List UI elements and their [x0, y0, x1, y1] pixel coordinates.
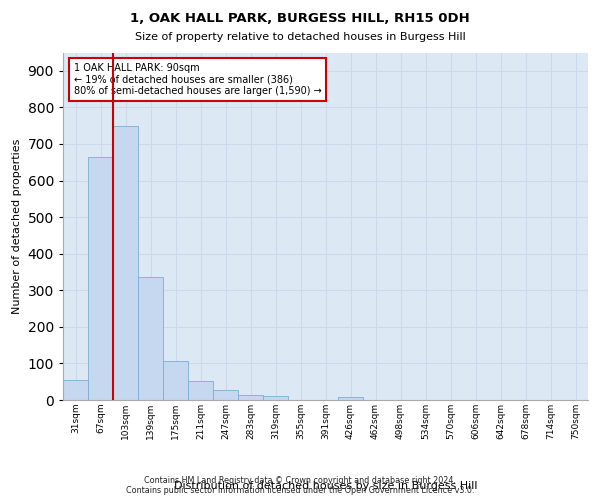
Bar	[163, 361, 188, 400]
Text: Contains HM Land Registry data © Crown copyright and database right 2024.
Contai: Contains HM Land Registry data © Crown c…	[126, 476, 474, 495]
Bar	[188, 381, 213, 400]
Bar	[88, 157, 113, 400]
Y-axis label: Number of detached properties: Number of detached properties	[12, 138, 22, 314]
Bar	[213, 390, 238, 400]
X-axis label: Distribution of detached houses by size in Burgess Hill: Distribution of detached houses by size …	[174, 481, 477, 491]
Bar	[338, 397, 363, 400]
Text: 1, OAK HALL PARK, BURGESS HILL, RH15 0DH: 1, OAK HALL PARK, BURGESS HILL, RH15 0DH	[130, 12, 470, 26]
Bar	[238, 395, 263, 400]
Text: Size of property relative to detached houses in Burgess Hill: Size of property relative to detached ho…	[134, 32, 466, 42]
Bar	[63, 380, 88, 400]
Bar	[138, 278, 163, 400]
Bar	[263, 396, 288, 400]
Bar	[113, 126, 138, 400]
Text: 1 OAK HALL PARK: 90sqm
← 19% of detached houses are smaller (386)
80% of semi-de: 1 OAK HALL PARK: 90sqm ← 19% of detached…	[74, 63, 321, 96]
